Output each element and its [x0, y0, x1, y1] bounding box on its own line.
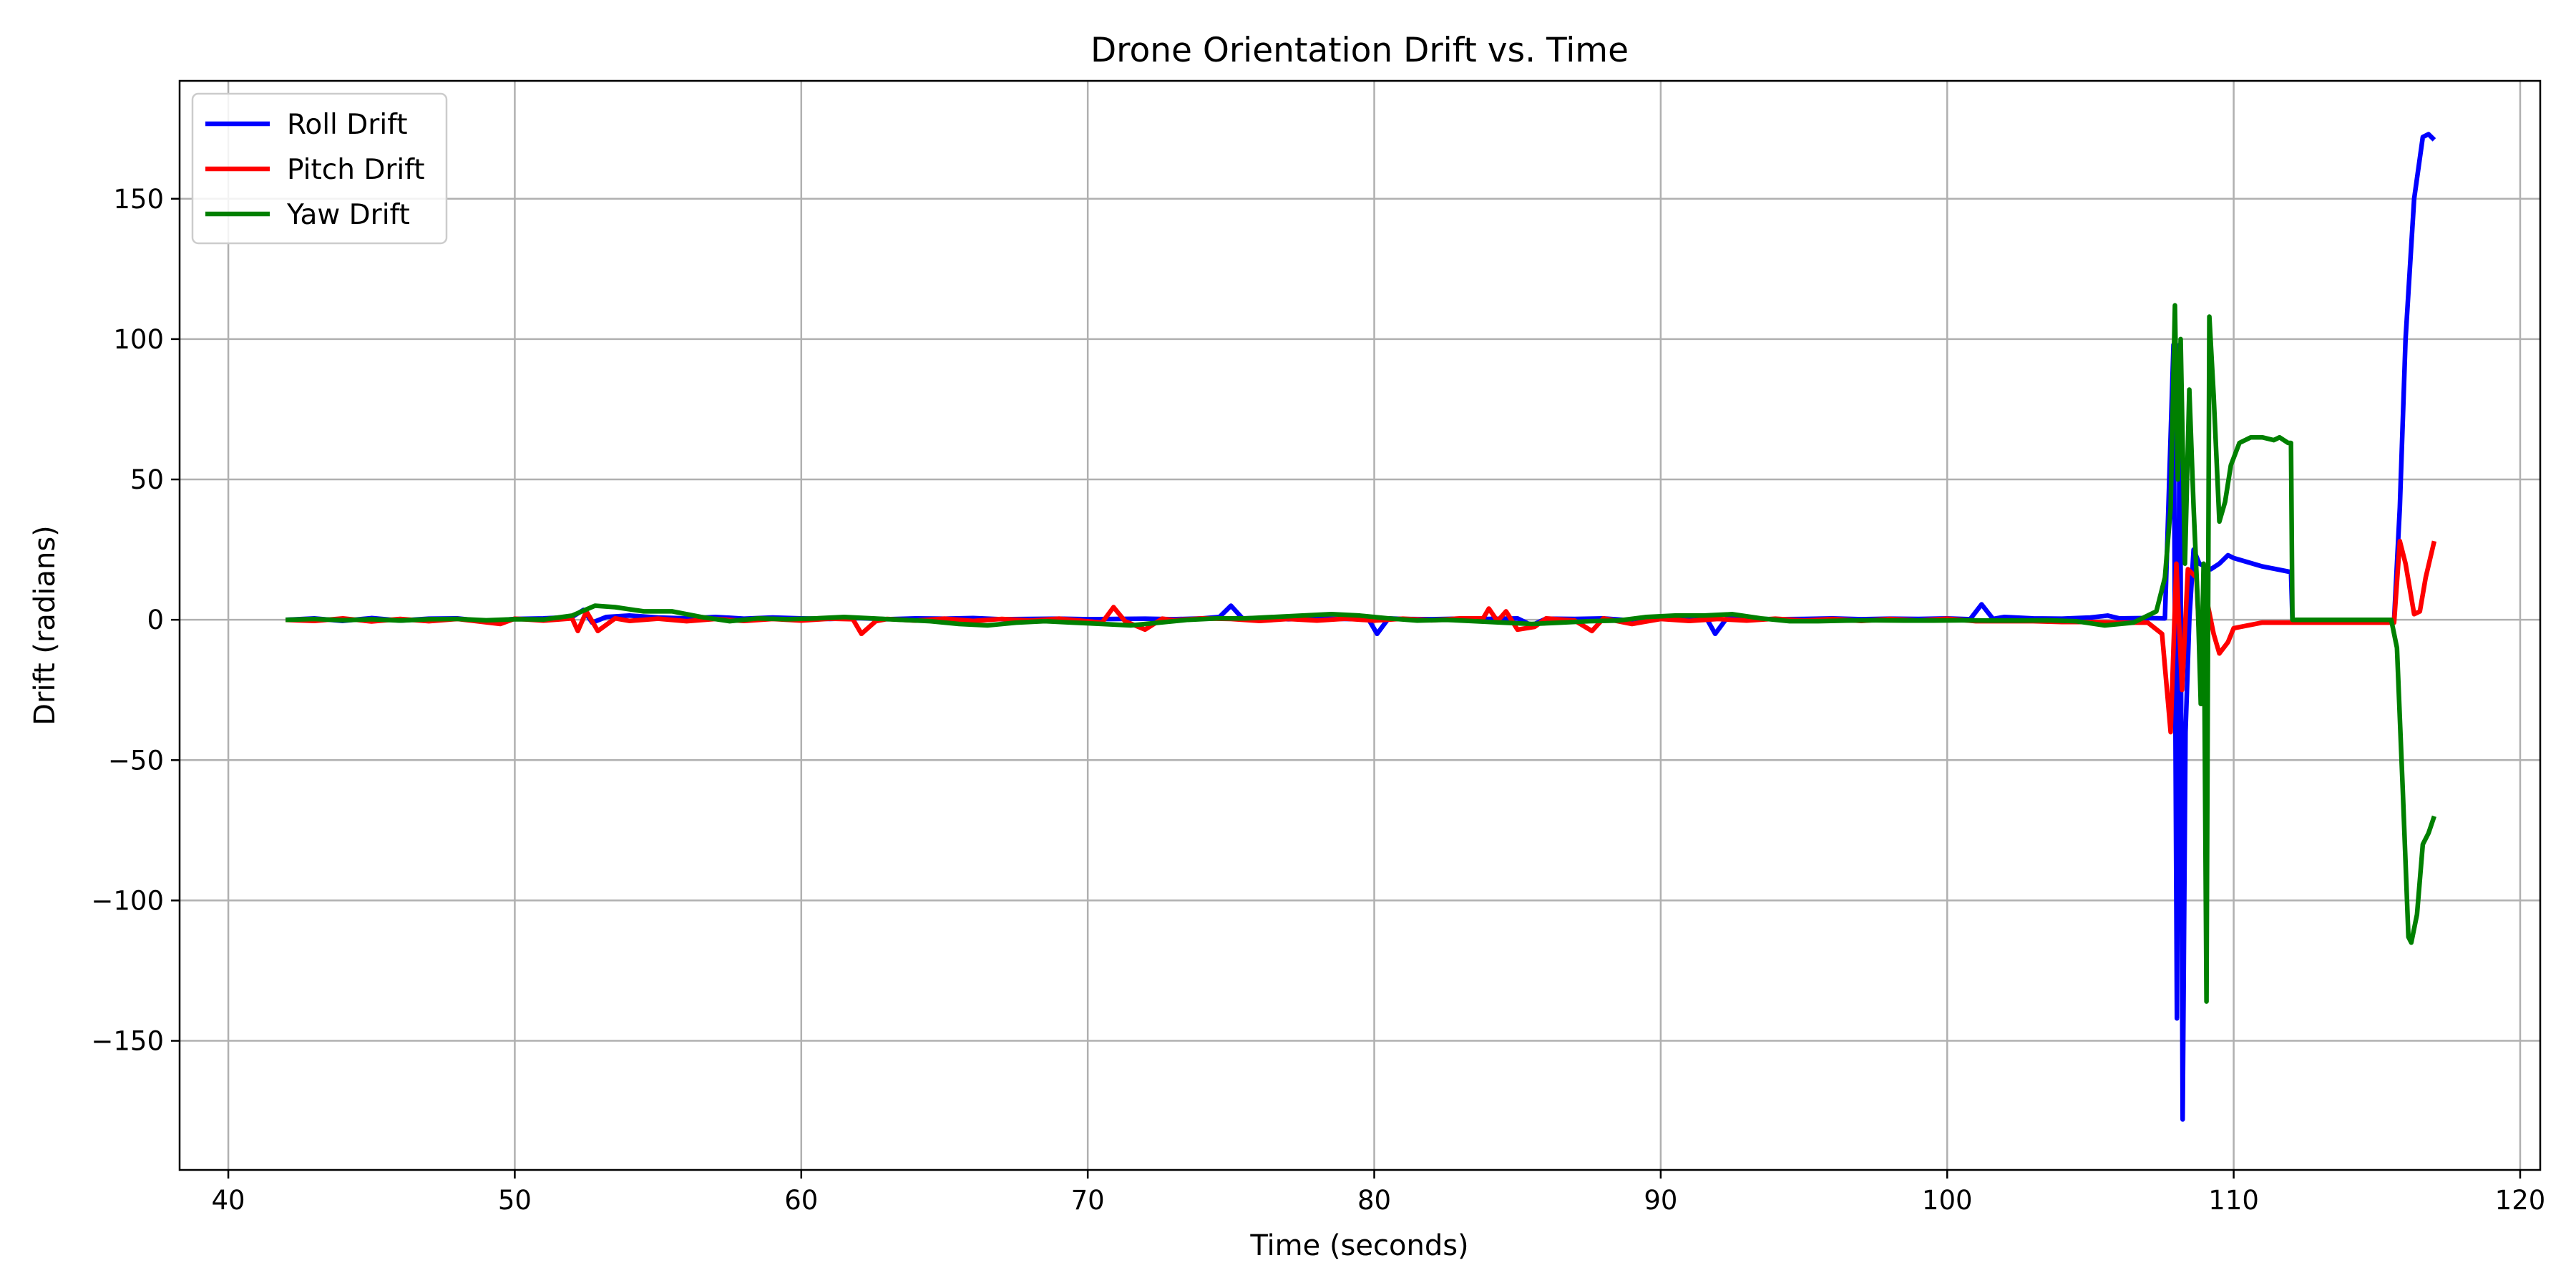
x-tick-label: 50: [498, 1185, 532, 1216]
x-tick-label: 90: [1644, 1185, 1677, 1216]
y-tick-label: 50: [130, 464, 164, 495]
x-tick-label: 100: [1922, 1185, 1973, 1216]
x-tick-label: 40: [212, 1185, 245, 1216]
legend-label-pitch-drift: Pitch Drift: [287, 154, 425, 186]
y-tick-label: 100: [113, 324, 164, 355]
chart-title: Drone Orientation Drift vs. Time: [1091, 31, 1629, 70]
series-line-pitch-drift: [285, 539, 2437, 735]
series-layer: [285, 132, 2437, 1122]
legend: Roll Drift Pitch Drift Yaw Drift: [191, 92, 448, 245]
y-tick-label: 150: [113, 184, 164, 215]
x-tick-label: 110: [2208, 1185, 2259, 1216]
x-tick-label: 60: [784, 1185, 818, 1216]
legend-label-roll-drift: Roll Drift: [287, 109, 408, 141]
y-tick-label: −50: [108, 745, 164, 776]
tick-layer: 40 50 60 70 80 90 100 110 120 −150 −100 −50 0 50 100 15…: [91, 184, 2545, 1216]
plot-frame: [178, 79, 2542, 1171]
x-axis-label: Time (seconds): [1249, 1229, 1468, 1262]
x-tick-label: 80: [1357, 1185, 1391, 1216]
legend-label-yaw-drift: Yaw Drift: [286, 199, 410, 231]
y-tick-label: −150: [91, 1026, 164, 1057]
x-tick-label: 120: [2495, 1185, 2546, 1216]
x-tick-label: 70: [1071, 1185, 1105, 1216]
legend-frame: [191, 92, 448, 245]
series-line-yaw-drift: [286, 303, 2436, 1004]
y-axis-label: Drift (radians): [29, 525, 62, 726]
y-tick-label: 0: [147, 605, 164, 635]
y-tick-label: −100: [91, 885, 164, 916]
